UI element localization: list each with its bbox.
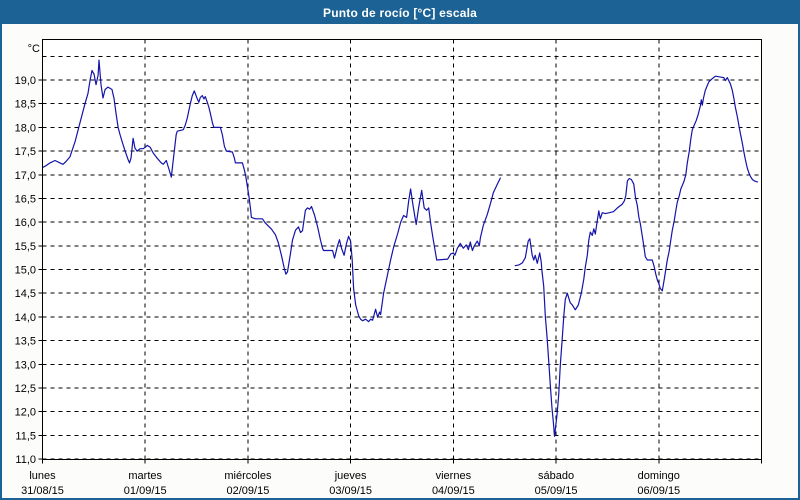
y-tick-label: 11,5	[15, 430, 36, 442]
chart-title: Punto de rocío [°C] escala	[322, 6, 478, 20]
plot-border	[42, 39, 762, 460]
y-tick-label: 18,0	[15, 122, 36, 134]
x-tick-date-label: 05/09/15	[535, 485, 578, 497]
x-tick-day-label: lunes	[29, 470, 56, 482]
x-tick-date-label: 04/09/15	[432, 485, 475, 497]
y-tick-label: 14,5	[15, 288, 36, 300]
y-tick-label: 14,0	[15, 312, 36, 324]
x-tick-day-label: viernes	[436, 470, 472, 482]
y-tick-label: 16,5	[15, 193, 36, 205]
y-axis-unit-label: °C	[28, 43, 40, 55]
plot-background	[42, 39, 762, 460]
x-tick-day-label: miércoles	[224, 470, 272, 482]
x-tick-date-label: 06/09/15	[637, 485, 680, 497]
y-tick-label: 17,0	[15, 170, 36, 182]
x-tick-date-label: 01/09/15	[124, 485, 167, 497]
y-tick-label: 12,0	[15, 407, 36, 419]
y-tick-label: 12,5	[15, 383, 36, 395]
x-tick-day-label: martes	[128, 470, 162, 482]
x-tick-date-label: 03/09/15	[329, 485, 372, 497]
y-tick-label: 15,5	[15, 241, 36, 253]
x-tick-day-label: domingo	[638, 470, 680, 482]
y-tick-label: 16,0	[15, 217, 36, 229]
window-titlebar: Punto de rocío [°C] escala	[2, 2, 798, 24]
x-tick-day-label: sábado	[538, 470, 574, 482]
dew-point-line-chart: °C 19,0 18,5 18,0 17,5 17,0 16,5 16,0 15,5 15,0 14…	[15, 39, 762, 497]
x-axis-labels: lunes 31/08/15 martes 01/09/15 miércoles 02/0…	[21, 470, 680, 497]
axis-ticks	[38, 79, 762, 464]
series-line	[41, 59, 759, 437]
y-tick-label: 17,5	[15, 146, 36, 158]
y-tick-label: 13,5	[15, 336, 36, 348]
chart-area: °C 19,0 18,5 18,0 17,5 17,0 16,5 16,0 15,5 15,0 14…	[2, 24, 798, 498]
x-gridlines	[144, 39, 660, 460]
y-tick-label: 13,0	[15, 359, 36, 371]
y-axis-labels: °C 19,0 18,5 18,0 17,5 17,0 16,5 16,0 15,5 15,0 14…	[15, 43, 40, 466]
y-tick-label: 18,5	[15, 99, 36, 111]
y-tick-label: 15,0	[15, 265, 36, 277]
x-tick-day-label: jueves	[334, 470, 367, 482]
y-tick-label: 11,0	[15, 454, 36, 466]
x-tick-date-label: 31/08/15	[21, 485, 64, 497]
x-tick-date-label: 02/09/15	[227, 485, 270, 497]
y-tick-label: 19,0	[15, 75, 36, 87]
